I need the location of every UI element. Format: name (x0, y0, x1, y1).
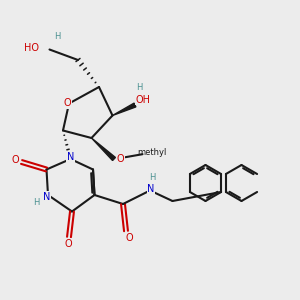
Text: H: H (136, 83, 143, 92)
Text: O: O (125, 232, 133, 243)
Text: H: H (149, 173, 156, 182)
Polygon shape (92, 138, 116, 160)
Polygon shape (112, 103, 136, 116)
Text: HO: HO (24, 43, 39, 53)
Text: H: H (54, 32, 60, 41)
Text: O: O (117, 154, 124, 164)
Text: OH: OH (136, 94, 151, 105)
Text: H: H (33, 198, 40, 207)
Text: O: O (11, 154, 19, 165)
Text: methyl: methyl (137, 148, 166, 157)
Text: N: N (43, 191, 50, 202)
Text: N: N (67, 152, 74, 163)
Text: O: O (64, 98, 71, 109)
Text: O: O (64, 238, 72, 249)
Text: N: N (147, 184, 155, 194)
